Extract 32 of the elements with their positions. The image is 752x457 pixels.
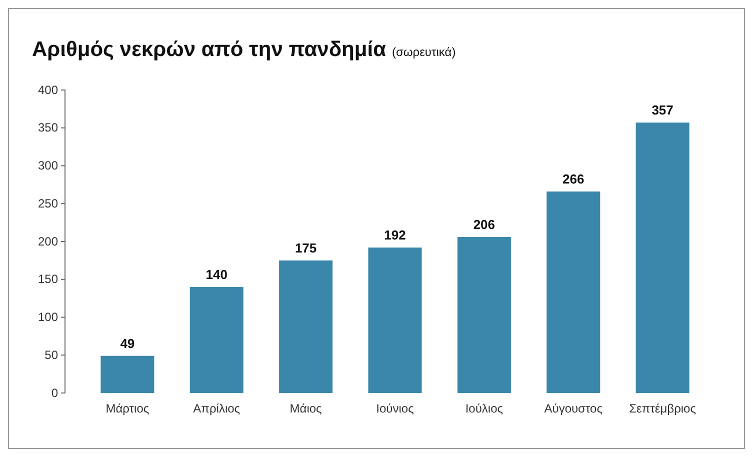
data-label: 357 [652, 102, 674, 118]
bar [279, 260, 333, 393]
x-tick-label: Ιούλιος [465, 402, 504, 416]
data-label: 206 [473, 216, 496, 232]
bar [636, 122, 690, 393]
y-tick-label: 100 [38, 310, 58, 324]
bar [546, 192, 600, 393]
y-tick-label: 0 [51, 386, 58, 400]
x-tick-label: Αύγουστος [544, 402, 603, 416]
bar [190, 286, 244, 393]
bar [368, 248, 422, 393]
y-tick-label: 300 [38, 158, 58, 173]
y-tick-label: 250 [38, 196, 58, 210]
x-tick-label: Μάρτιος [106, 402, 150, 416]
chart-title: Αριθμός νεκρών από την πανδημία [32, 38, 386, 61]
data-label: 175 [294, 240, 317, 256]
x-tick-label: Μάιος [290, 402, 322, 416]
bar [457, 236, 511, 393]
data-label: 140 [206, 266, 228, 282]
chart-subtitle: (σωρευτικά) [392, 45, 456, 59]
x-tick-label: Απρίλιος [193, 402, 240, 416]
y-tick-label: 200 [38, 234, 58, 248]
data-label: 192 [384, 228, 406, 243]
x-tick-label: Σεπτέμβριος [629, 402, 696, 416]
bar [100, 356, 154, 393]
y-tick-label: 350 [38, 120, 58, 135]
y-tick-label: 50 [44, 348, 58, 362]
data-label: 266 [562, 172, 584, 187]
x-tick-label: Ιούνιος [376, 402, 414, 416]
y-tick-label: 150 [38, 272, 58, 286]
data-label: 49 [120, 336, 135, 351]
y-tick-label: 400 [38, 82, 58, 97]
